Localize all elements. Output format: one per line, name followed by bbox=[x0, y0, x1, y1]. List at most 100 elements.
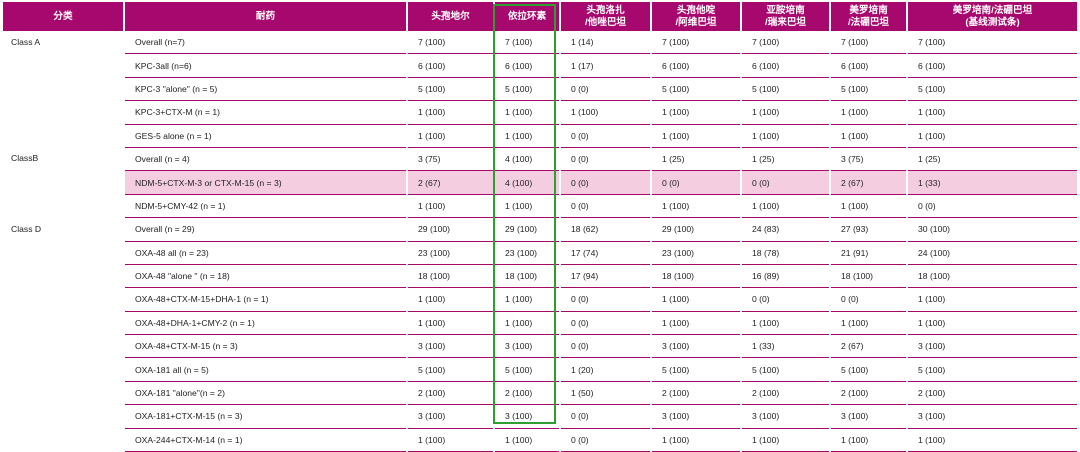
value-cell: 3 (100) bbox=[407, 334, 495, 359]
value-cell: 2 (67) bbox=[407, 170, 495, 195]
table-row: OXA-181+CTX-M-15 (n = 3) 3 (100) 3 (100) 0 … bbox=[3, 404, 1077, 429]
value-cell: 1 (100) bbox=[407, 124, 495, 148]
table-row: KPC-3 "alone" (n = 5) 5 (100) 5 (100) 0 (0)… bbox=[3, 77, 1077, 102]
resistance-label: Overall (n = 4) bbox=[124, 147, 408, 172]
value-cell: 3 (75) bbox=[407, 147, 495, 172]
value-cell: 1 (25) bbox=[907, 147, 1077, 172]
table-row: NDM-5+CTX-M-3 or CTX-M-15 (n = 3) 2 (67) 4… bbox=[3, 170, 1077, 195]
value-cell: 29 (100) bbox=[407, 217, 495, 242]
value-cell: 0 (0) bbox=[560, 311, 652, 336]
value-cell: 27 (93) bbox=[830, 217, 908, 242]
value-cell: 7 (100) bbox=[741, 31, 831, 55]
table-row: Class A Overall (n=7) 7 (100) 7 (100) 1 (14)… bbox=[3, 31, 1077, 148]
table-row: KPC-3all (n=6) 6 (100) 6 (100) 1 (17) 6 (100… bbox=[3, 53, 1077, 78]
value-cell: 1 (100) bbox=[907, 428, 1077, 452]
value-cell: 1 (14) bbox=[560, 31, 652, 55]
value-cell: 24 (100) bbox=[907, 241, 1077, 265]
value-cell: 18 (100) bbox=[407, 264, 495, 289]
class-label: Class A bbox=[3, 31, 125, 148]
table-row: OXA-181 "alone"(n = 2) 2 (100) 2 (100) 1 (5… bbox=[3, 381, 1077, 406]
resistance-label: OXA-244+CTX-M-14 (n = 1) bbox=[124, 428, 408, 452]
value-cell: 5 (100) bbox=[494, 357, 561, 382]
column-header: 分类 bbox=[3, 2, 125, 31]
value-cell: 1 (100) bbox=[830, 428, 908, 452]
table-row: NDM-5+CMY-42 (n = 1) 1 (100) 1 (100) 0 (0) 1… bbox=[3, 194, 1077, 219]
resistance-label: KPC-3 "alone" (n = 5) bbox=[124, 77, 408, 102]
value-cell: 18 (100) bbox=[651, 264, 742, 289]
table-row: KPC-3+CTX-M (n = 1) 1 (100) 1 (100) 1 (100)… bbox=[3, 100, 1077, 125]
value-cell: 6 (100) bbox=[494, 53, 561, 78]
value-cell: 17 (74) bbox=[560, 241, 652, 265]
value-cell: 1 (33) bbox=[741, 334, 831, 359]
value-cell: 6 (100) bbox=[651, 53, 742, 78]
value-cell: 0 (0) bbox=[560, 334, 652, 359]
column-header: 美罗培南/法硼巴坦 (基线测试条) bbox=[907, 2, 1077, 31]
resistance-label: OXA-181 all (n = 5) bbox=[124, 357, 408, 382]
resistance-label: GES-5 alone (n = 1) bbox=[124, 124, 408, 148]
value-cell: 18 (100) bbox=[494, 264, 561, 289]
value-cell: 1 (100) bbox=[407, 287, 495, 312]
value-cell: 0 (0) bbox=[560, 170, 652, 195]
class-label: Class D bbox=[3, 217, 125, 452]
column-header: 依拉环素 bbox=[494, 2, 561, 31]
value-cell: 6 (100) bbox=[907, 53, 1077, 78]
table-row: GES-5 alone (n = 1) 1 (100) 1 (100) 0 (0) 1 … bbox=[3, 124, 1077, 148]
value-cell: 1 (25) bbox=[651, 147, 742, 172]
column-header: 亚胺培南/瑞来巴坦 bbox=[741, 2, 831, 31]
table-row: OXA-244+CTX-M-14 (n = 1) 1 (100) 1 (100) 0 … bbox=[3, 428, 1077, 452]
value-cell: 23 (100) bbox=[651, 241, 742, 265]
value-cell: 5 (100) bbox=[741, 357, 831, 382]
column-header: 头孢洛扎/他唑巴坦 bbox=[560, 2, 652, 31]
resistance-label: OXA-48+DHA-1+CMY-2 (n = 1) bbox=[124, 311, 408, 336]
resistance-label: OXA-181 "alone"(n = 2) bbox=[124, 381, 408, 406]
header-row: 分类 耐药 头孢地尔 依拉环素 头孢洛扎/他唑巴坦 头孢他啶/阿维巴坦 亚胺培南/瑞来巴坦美… bbox=[3, 2, 1077, 31]
value-cell: 1 (100) bbox=[560, 100, 652, 125]
value-cell: 2 (100) bbox=[741, 381, 831, 406]
resistance-label: NDM-5+CMY-42 (n = 1) bbox=[124, 194, 408, 219]
value-cell: 0 (0) bbox=[830, 287, 908, 312]
value-cell: 7 (100) bbox=[651, 31, 742, 55]
value-cell: 7 (100) bbox=[830, 31, 908, 55]
value-cell: 0 (0) bbox=[741, 287, 831, 312]
value-cell: 1 (100) bbox=[494, 287, 561, 312]
value-cell: 0 (0) bbox=[560, 428, 652, 452]
value-cell: 1 (100) bbox=[830, 311, 908, 336]
value-cell: 1 (100) bbox=[494, 428, 561, 452]
resistance-label: Overall (n=7) bbox=[124, 31, 408, 55]
value-cell: 3 (100) bbox=[407, 404, 495, 429]
resistance-label: OXA-48 all (n = 23) bbox=[124, 241, 408, 265]
table-row: OXA-48 all (n = 23) 23 (100) 23 (100) 17 (7… bbox=[3, 241, 1077, 265]
value-cell: 0 (0) bbox=[560, 404, 652, 429]
value-cell: 5 (100) bbox=[651, 357, 742, 382]
value-cell: 1 (100) bbox=[651, 287, 742, 312]
value-cell: 18 (78) bbox=[741, 241, 831, 265]
value-cell: 30 (100) bbox=[907, 217, 1077, 242]
value-cell: 17 (94) bbox=[560, 264, 652, 289]
value-cell: 1 (25) bbox=[741, 147, 831, 172]
value-cell: 3 (100) bbox=[907, 404, 1077, 429]
table-row: OXA-48+CTX-M-15 (n = 3) 3 (100) 3 (100) 0 (… bbox=[3, 334, 1077, 359]
susceptibility-table: 分类 耐药 头孢地尔 依拉环素 头孢洛扎/他唑巴坦 头孢他啶/阿维巴坦 亚胺培南/瑞来巴坦美… bbox=[3, 2, 1077, 452]
value-cell: 1 (100) bbox=[907, 287, 1077, 312]
value-cell: 18 (100) bbox=[907, 264, 1077, 289]
value-cell: 1 (100) bbox=[494, 124, 561, 148]
value-cell: 24 (83) bbox=[741, 217, 831, 242]
column-header: 耐药 bbox=[124, 2, 408, 31]
value-cell: 7 (100) bbox=[494, 31, 561, 55]
value-cell: 5 (100) bbox=[830, 77, 908, 102]
value-cell: 1 (100) bbox=[741, 100, 831, 125]
value-cell: 5 (100) bbox=[830, 357, 908, 382]
value-cell: 7 (100) bbox=[407, 31, 495, 55]
value-cell: 1 (100) bbox=[494, 194, 561, 219]
table-row: ClassB Overall (n = 4) 3 (75) 4 (100) 0 (0) 1… bbox=[3, 147, 1077, 218]
value-cell: 3 (100) bbox=[651, 404, 742, 429]
value-cell: 23 (100) bbox=[407, 241, 495, 265]
resistance-label: KPC-3all (n=6) bbox=[124, 53, 408, 78]
value-cell: 1 (20) bbox=[560, 357, 652, 382]
class-label: ClassB bbox=[3, 147, 125, 218]
resistance-label: OXA-48+CTX-M-15 (n = 3) bbox=[124, 334, 408, 359]
value-cell: 3 (75) bbox=[830, 147, 908, 172]
resistance-label: OXA-48 "alone " (n = 18) bbox=[124, 264, 408, 289]
value-cell: 1 (100) bbox=[830, 194, 908, 219]
value-cell: 7 (100) bbox=[907, 31, 1077, 55]
